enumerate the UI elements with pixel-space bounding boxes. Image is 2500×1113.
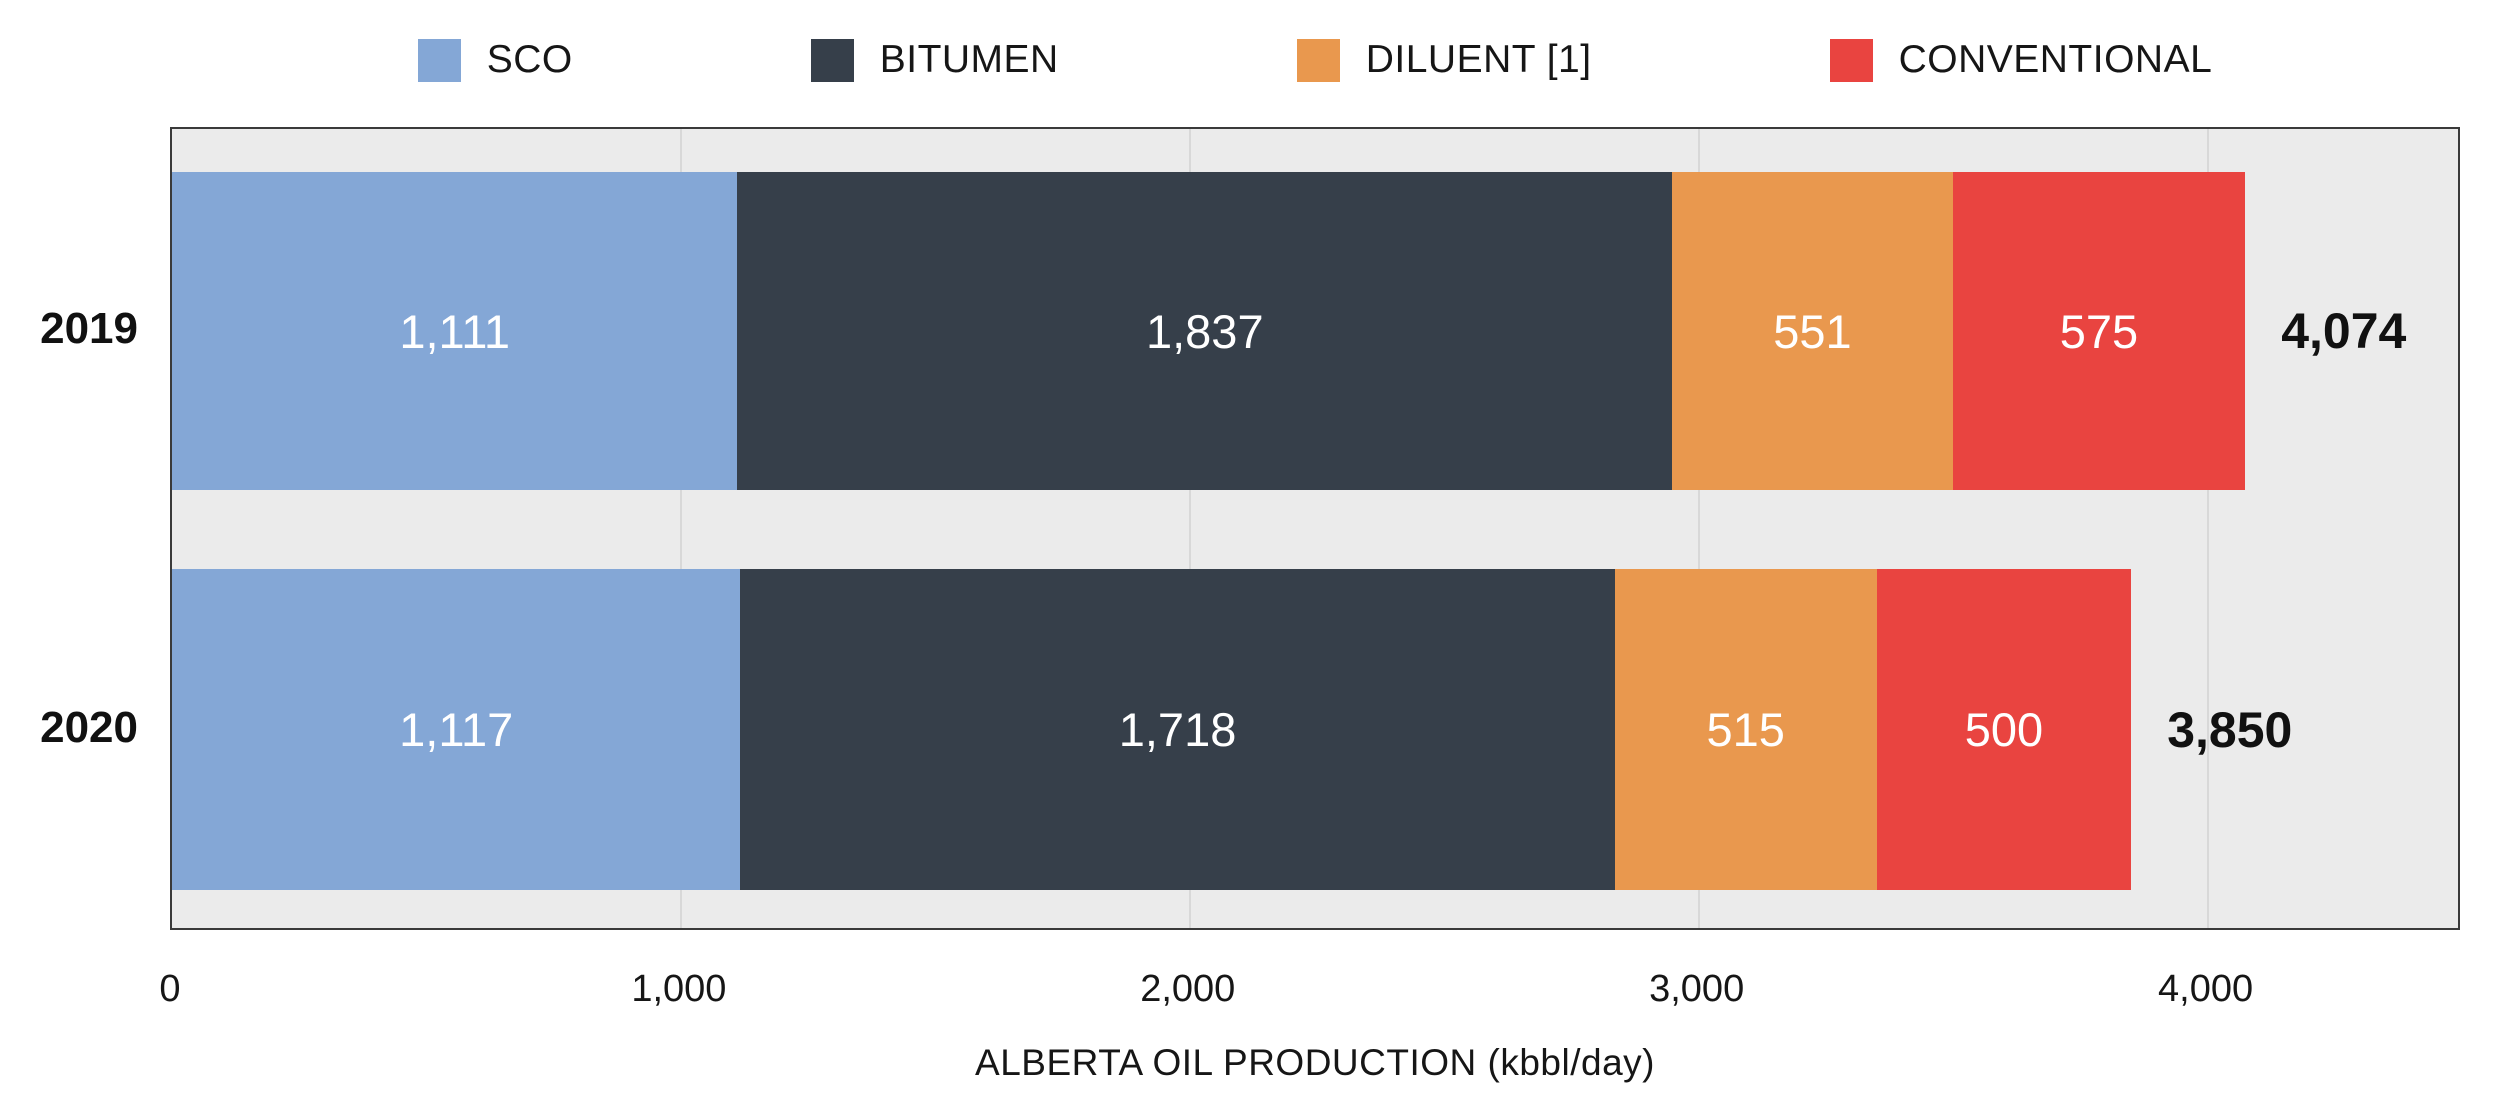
gridline-4000 (2206, 129, 2209, 928)
bar-segment-2020-sco: 1,117 (172, 569, 741, 890)
chart-legend: SCO BITUMEN DILUENT [1] CONVENTIONAL (170, 30, 2460, 90)
bar-segment-2019-bitumen: 1,837 (737, 172, 1673, 490)
segment-value-label: 1,111 (399, 304, 510, 358)
legend-swatch-conventional (1829, 38, 1873, 82)
bar-row-2020: 1,117 1,718 515 500 3,850 (172, 569, 2462, 890)
legend-swatch-bitumen (810, 38, 854, 82)
legend-item-sco: SCO (417, 38, 573, 82)
legend-item-conventional: CONVENTIONAL (1829, 38, 2213, 82)
gridline-1000 (679, 129, 682, 928)
x-tick-label-3000: 3,000 (1649, 968, 1745, 1010)
bar-row-2019: 1,111 1,837 551 575 4,074 (172, 172, 2462, 490)
bar-total-2019: 4,074 (2281, 303, 2407, 359)
gridline-3000 (1697, 129, 1700, 928)
segment-value-label: 1,718 (1118, 703, 1237, 756)
y-category-label-2020: 2020 (40, 702, 138, 752)
x-tick-label-1000: 1,000 (631, 968, 727, 1010)
x-tick-label-0: 0 (159, 968, 181, 1010)
x-tick-label-4000: 4,000 (2158, 968, 2254, 1010)
legend-swatch-sco (417, 38, 461, 82)
segment-value-label: 1,117 (399, 703, 514, 756)
legend-label: BITUMEN (879, 38, 1059, 81)
segment-value-label: 575 (2059, 304, 2139, 358)
segment-value-label: 515 (1706, 703, 1785, 756)
bar-segment-2019-sco: 1,111 (172, 172, 738, 490)
gridline-2000 (1188, 129, 1191, 928)
y-category-label-2019: 2019 (40, 304, 138, 353)
x-tick-label-2000: 2,000 (1140, 968, 1236, 1010)
legend-swatch-diluent-1 (1296, 38, 1340, 82)
legend-label: CONVENTIONAL (1898, 38, 2213, 81)
bar-segment-2020-diluent-1: 515 (1614, 569, 1877, 890)
bar-segment-2020-conventional: 500 (1876, 569, 2132, 890)
legend-label: DILUENT [1] (1365, 38, 1592, 81)
x-axis-title: ALBERTA OIL PRODUCTION (kbbl/day) (975, 1042, 1655, 1083)
bar-segment-2019-diluent-1: 551 (1672, 172, 1953, 490)
segment-value-label: 500 (1964, 703, 2044, 756)
legend-item-bitumen: BITUMEN (810, 38, 1059, 82)
bar-total-2020: 3,850 (2167, 701, 2293, 758)
bar-segment-2019-conventional: 575 (1952, 172, 2246, 490)
bar-segment-2020-bitumen: 1,718 (740, 569, 1615, 890)
plot-area: 1,111 1,837 551 575 4,074 1,117 1,718 515 500 3,8… (170, 127, 2460, 930)
segment-value-label: 1,837 (1145, 304, 1264, 358)
legend-label: SCO (486, 38, 573, 81)
legend-item-diluent-1: DILUENT [1] (1296, 38, 1592, 82)
segment-value-label: 551 (1773, 304, 1852, 358)
